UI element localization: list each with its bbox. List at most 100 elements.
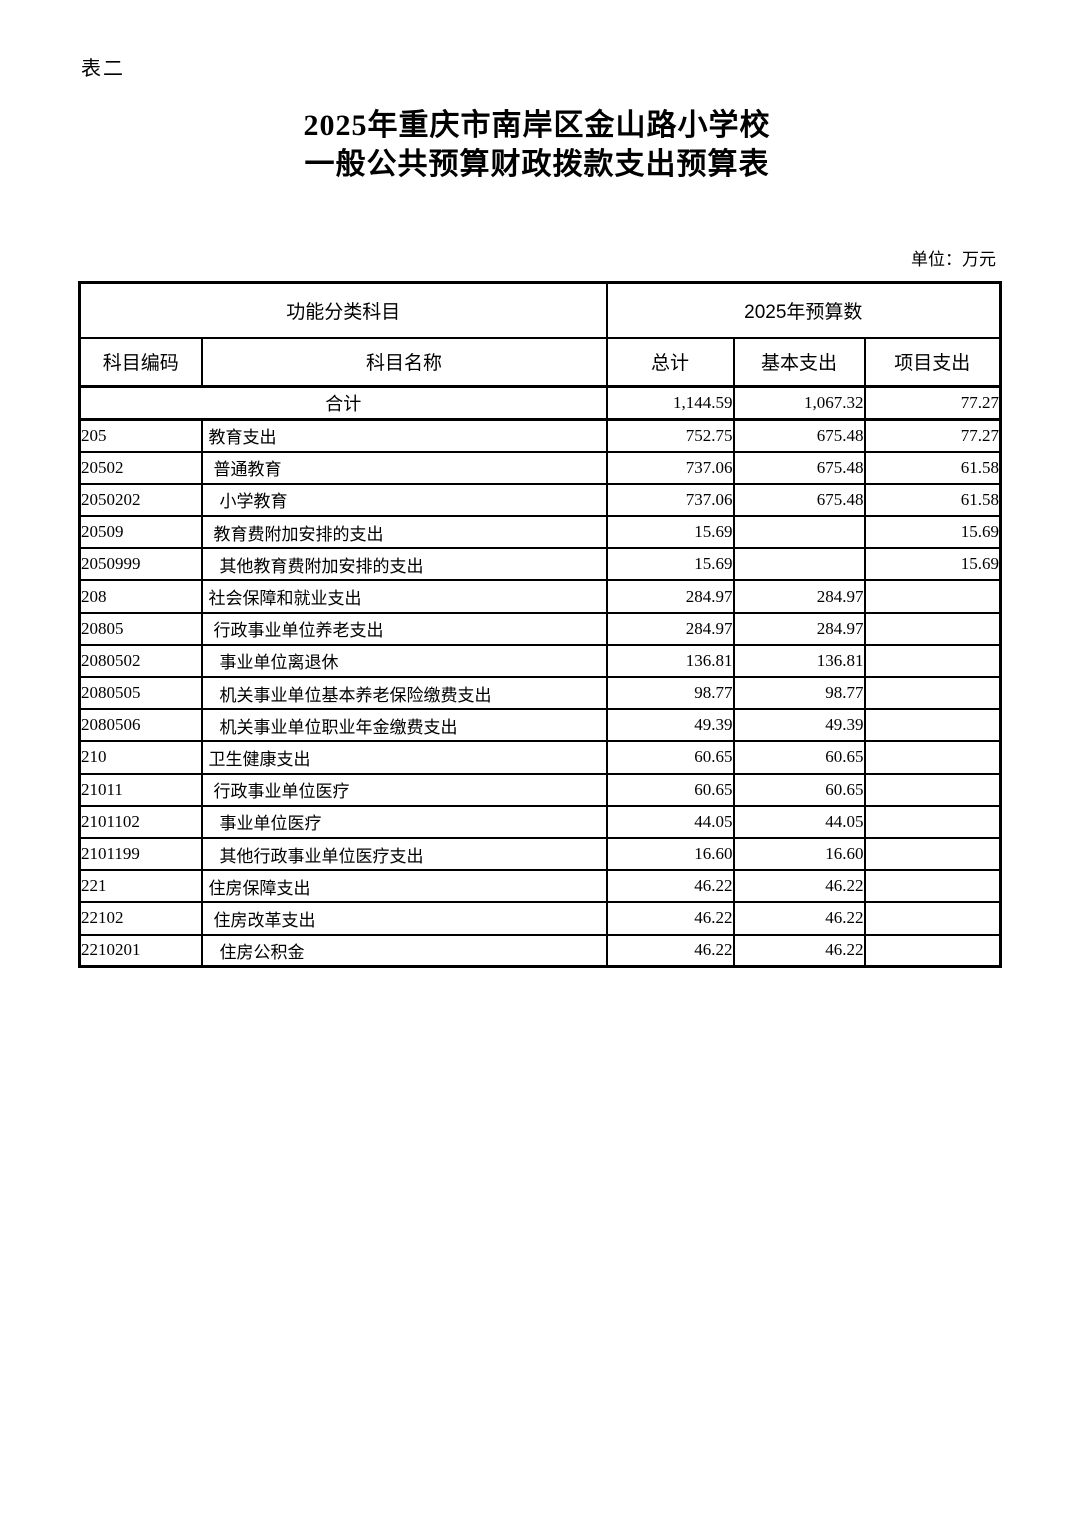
table-row: 2080502 事业单位离退休 136.81 136.81 xyxy=(78,643,1002,679)
project-value-cell xyxy=(863,643,1002,679)
basic-value-cell: 46.22 xyxy=(732,933,866,968)
project-value-cell: 61.58 xyxy=(863,450,1002,485)
total-value-cell: 98.77 xyxy=(605,675,735,711)
total-value-cell: 46.22 xyxy=(605,901,735,936)
total-value-cell: 46.22 xyxy=(605,869,735,904)
subject-name-cell: 住房改革支出 xyxy=(200,901,608,936)
total-value-cell: 136.81 xyxy=(605,643,735,679)
table-group-header-row: 功能分类科目 2025年预算数 xyxy=(78,281,1002,339)
basic-value-cell: 60.65 xyxy=(732,772,866,807)
subject-code-cell: 221 xyxy=(78,869,203,904)
basic-value-cell xyxy=(732,515,866,550)
subject-name-cell: 普通教育 xyxy=(200,450,608,485)
total-value-cell: 284.97 xyxy=(605,611,735,646)
table-row: 2101102 事业单位医疗 44.05 44.05 xyxy=(78,804,1002,839)
basic-value-cell: 16.60 xyxy=(732,836,866,872)
subject-name-cell: 行政事业单位养老支出 xyxy=(200,611,608,646)
budget-table: 功能分类科目 2025年预算数 科目编码 科目名称 总计 基本支出 项目支出 合… xyxy=(78,281,1003,969)
subject-code-cell: 205 xyxy=(78,418,203,453)
unit-note: 单位：万元 xyxy=(911,250,996,269)
subject-name-cell: 事业单位离退休 xyxy=(200,643,608,679)
column-header-subject-code: 科目编码 xyxy=(78,336,203,388)
project-value-cell xyxy=(863,836,1002,872)
table-body: 合计 1,144.59 1,067.32 77.27 205 教育支出 752.75… xyxy=(78,385,1002,968)
table-row: 2210201 住房公积金 46.22 46.22 xyxy=(78,933,1002,968)
project-value-cell xyxy=(863,901,1002,936)
total-row: 合计 1,144.59 1,067.32 77.27 xyxy=(78,385,1002,421)
project-value-cell xyxy=(863,772,1002,807)
total-value-cell: 49.39 xyxy=(605,708,735,743)
subject-code-cell: 20805 xyxy=(78,611,203,646)
project-value-cell: 15.69 xyxy=(863,515,1002,550)
basic-value-cell: 675.48 xyxy=(732,418,866,453)
subject-code-cell: 208 xyxy=(78,579,203,614)
basic-value-cell: 98.77 xyxy=(732,675,866,711)
total-row-project-value: 77.27 xyxy=(863,385,1002,421)
table-row: 21011 行政事业单位医疗 60.65 60.65 xyxy=(78,772,1002,807)
subject-name-cell: 卫生健康支出 xyxy=(200,740,608,775)
subject-code-cell: 2101102 xyxy=(78,804,203,839)
total-row-label: 合计 xyxy=(78,385,608,421)
total-value-cell: 15.69 xyxy=(605,547,735,582)
table-row: 2050999 其他教育费附加安排的支出 15.69 15.69 xyxy=(78,547,1002,582)
group-header-function-classification: 功能分类科目 xyxy=(78,281,608,339)
subject-code-cell: 2050202 xyxy=(78,482,203,518)
basic-value-cell: 284.97 xyxy=(732,579,866,614)
total-value-cell: 44.05 xyxy=(605,804,735,839)
subject-code-cell: 2101199 xyxy=(78,836,203,872)
table-row: 22102 住房改革支出 46.22 46.22 xyxy=(78,901,1002,936)
project-value-cell xyxy=(863,708,1002,743)
basic-value-cell: 46.22 xyxy=(732,869,866,904)
table-row: 2080505 机关事业单位基本养老保险缴费支出 98.77 98.77 xyxy=(78,675,1002,711)
column-header-project-expenditure: 项目支出 xyxy=(863,336,1002,388)
subject-code-cell: 2210201 xyxy=(78,933,203,968)
total-value-cell: 16.60 xyxy=(605,836,735,872)
subject-code-cell: 2080502 xyxy=(78,643,203,679)
project-value-cell xyxy=(863,611,1002,646)
table-row: 205 教育支出 752.75 675.48 77.27 xyxy=(78,418,1002,453)
subject-name-cell: 机关事业单位职业年金缴费支出 xyxy=(200,708,608,743)
table-row: 221 住房保障支出 46.22 46.22 xyxy=(78,869,1002,904)
table-row: 2101199 其他行政事业单位医疗支出 16.60 16.60 xyxy=(78,836,1002,872)
page-title-line-2: 一般公共预算财政拨款支出预算表 xyxy=(304,148,770,181)
basic-value-cell: 136.81 xyxy=(732,643,866,679)
project-value-cell xyxy=(863,933,1002,968)
basic-value-cell: 284.97 xyxy=(732,611,866,646)
total-row-total-value: 1,144.59 xyxy=(605,385,735,421)
table-row: 2080506 机关事业单位职业年金缴费支出 49.39 49.39 xyxy=(78,708,1002,743)
column-header-basic-expenditure: 基本支出 xyxy=(732,336,866,388)
subject-name-cell: 社会保障和就业支出 xyxy=(200,579,608,614)
subject-code-cell: 210 xyxy=(78,740,203,775)
project-value-cell: 77.27 xyxy=(863,418,1002,453)
project-value-cell: 61.58 xyxy=(863,482,1002,518)
project-value-cell xyxy=(863,740,1002,775)
basic-value-cell: 49.39 xyxy=(732,708,866,743)
subject-code-cell: 2050999 xyxy=(78,547,203,582)
project-value-cell xyxy=(863,804,1002,839)
basic-value-cell: 60.65 xyxy=(732,740,866,775)
basic-value-cell: 675.48 xyxy=(732,450,866,485)
table-row: 20805 行政事业单位养老支出 284.97 284.97 xyxy=(78,611,1002,646)
table-row: 2050202 小学教育 737.06 675.48 61.58 xyxy=(78,482,1002,518)
total-value-cell: 737.06 xyxy=(605,482,735,518)
project-value-cell: 15.69 xyxy=(863,547,1002,582)
subject-name-cell: 住房公积金 xyxy=(200,933,608,968)
group-header-budget-2025: 2025年预算数 xyxy=(605,281,1002,339)
basic-value-cell xyxy=(732,547,866,582)
total-value-cell: 752.75 xyxy=(605,418,735,453)
subject-name-cell: 其他教育费附加安排的支出 xyxy=(200,547,608,582)
total-value-cell: 15.69 xyxy=(605,515,735,550)
total-value-cell: 284.97 xyxy=(605,579,735,614)
subject-code-cell: 2080505 xyxy=(78,675,203,711)
subject-name-cell: 教育费附加安排的支出 xyxy=(200,515,608,550)
table-column-header-row: 科目编码 科目名称 总计 基本支出 项目支出 xyxy=(78,336,1002,388)
project-value-cell xyxy=(863,675,1002,711)
column-header-subject-name: 科目名称 xyxy=(200,336,608,388)
table-row: 20509 教育费附加安排的支出 15.69 15.69 xyxy=(78,515,1002,550)
subject-code-cell: 20509 xyxy=(78,515,203,550)
total-row-basic-value: 1,067.32 xyxy=(732,385,866,421)
corner-tag: 表二 xyxy=(81,58,125,80)
basic-value-cell: 46.22 xyxy=(732,901,866,936)
table-row: 20502 普通教育 737.06 675.48 61.58 xyxy=(78,450,1002,485)
